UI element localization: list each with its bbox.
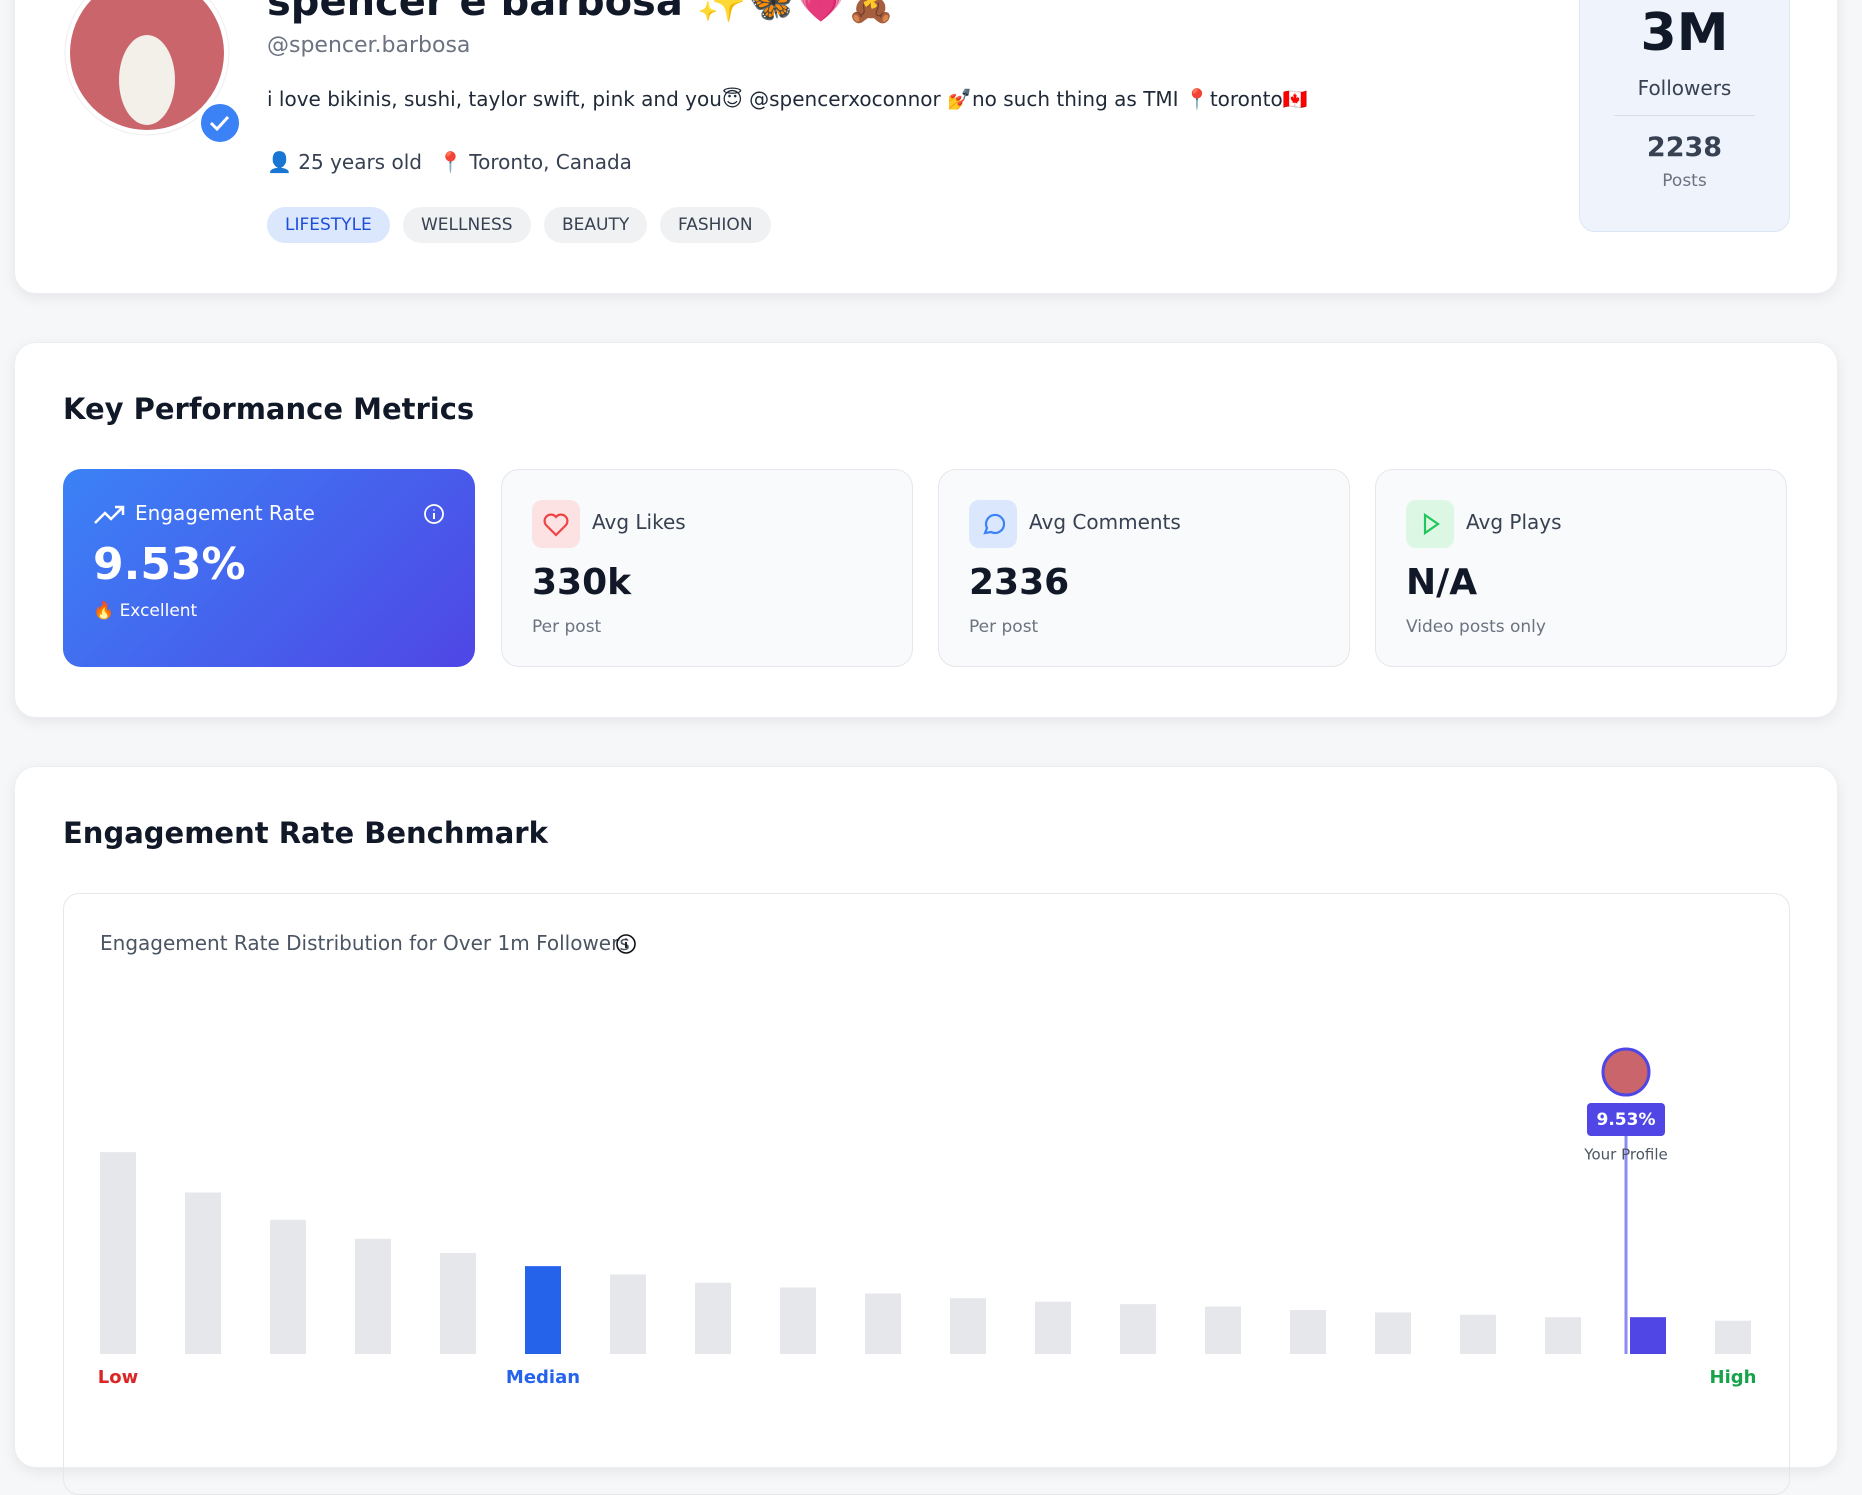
heart-icon [532,500,580,548]
metric-label: Avg Likes [592,510,686,534]
posts-label: Posts [1662,171,1707,191]
bar [950,1298,986,1354]
followers: 3M [1640,3,1729,63]
tag[interactable]: LIFESTYLE [267,207,390,243]
profile-name: spencer e barbosa ✨🦋💗🧸 [267,0,897,25]
trend-icon [94,505,125,524]
bar [610,1274,646,1354]
bar [1120,1304,1156,1354]
metric-label: Avg Plays [1466,510,1562,534]
marker-value: 9.53% [1597,1110,1656,1130]
marker-label: Your Profile [1583,1146,1667,1164]
chart: Low Median High 9.53% Your Profile [98,934,1757,1388]
avatar [64,0,240,146]
handle: @spencer.barbosa [267,33,471,58]
metric-card: Avg Comments 2336 Per post [938,469,1350,667]
divider [1614,115,1755,116]
metrics-title: Key Performance Metrics [63,392,475,426]
bar [525,1266,561,1354]
stats-box: 3M Followers 2238 Posts [1579,0,1790,232]
metric-value: 9.53% [93,539,246,590]
bar [270,1219,306,1354]
metric-card: Avg Likes 330k Per post [501,469,913,667]
bar [695,1282,731,1354]
bar [440,1253,476,1354]
followers-label: Followers [1637,76,1732,100]
metric-note: Per post [969,617,1039,637]
page: spencer e barbosa ✨🦋💗🧸 @spencer.barbosa … [14,0,1838,1495]
metric-label: Engagement Rate [135,501,315,525]
x-tick-label: High [1710,1367,1757,1388]
age: 👤 25 years old [267,150,422,174]
bar [1205,1306,1241,1354]
metric-note: 🔥 Excellent [93,601,198,621]
bar [100,1152,136,1354]
bar [865,1293,901,1354]
metric-card: Avg Plays N/A Video posts only [1375,469,1787,667]
bar [780,1287,816,1354]
bio: i love bikinis, sushi, taylor swift, pin… [267,87,1308,111]
metric-note: Per post [532,617,602,637]
profile-card [14,0,1838,294]
metric-note: Video posts only [1406,617,1546,637]
bar [185,1192,221,1354]
bar [1460,1314,1496,1354]
chart-title: Engagement Rate Distribution for Over 1m… [100,931,630,955]
info-icon [424,504,444,524]
tag[interactable]: WELLNESS [403,207,531,243]
location: 📍 Toronto, Canada [438,150,632,174]
marker-avatar [1601,1047,1651,1097]
posts: 2238 [1646,132,1723,163]
bar [1630,1317,1666,1354]
tag[interactable]: BEAUTY [544,207,648,243]
metric-card: Engagement Rate 9.53% 🔥 Excellent [63,469,475,667]
metric-value: N/A [1406,562,1478,603]
x-tick-label: Low [98,1367,138,1388]
x-tick-label: Median [506,1367,580,1388]
comment-icon [969,500,1017,548]
metric-label: Avg Comments [1029,510,1181,534]
tag[interactable]: FASHION [660,207,771,243]
benchmark-title: Engagement Rate Benchmark [63,816,548,850]
info-icon [616,934,636,954]
bar [1375,1312,1411,1354]
bar [1715,1320,1751,1354]
bar [1545,1317,1581,1354]
marker-badge [1587,1103,1665,1136]
play-icon [1406,500,1454,548]
bar [355,1238,391,1354]
metric-value: 2336 [969,562,1070,603]
benchmark-card [14,766,1838,1468]
bar [1035,1301,1071,1354]
bar [1290,1310,1326,1354]
metric-value: 330k [532,562,632,603]
